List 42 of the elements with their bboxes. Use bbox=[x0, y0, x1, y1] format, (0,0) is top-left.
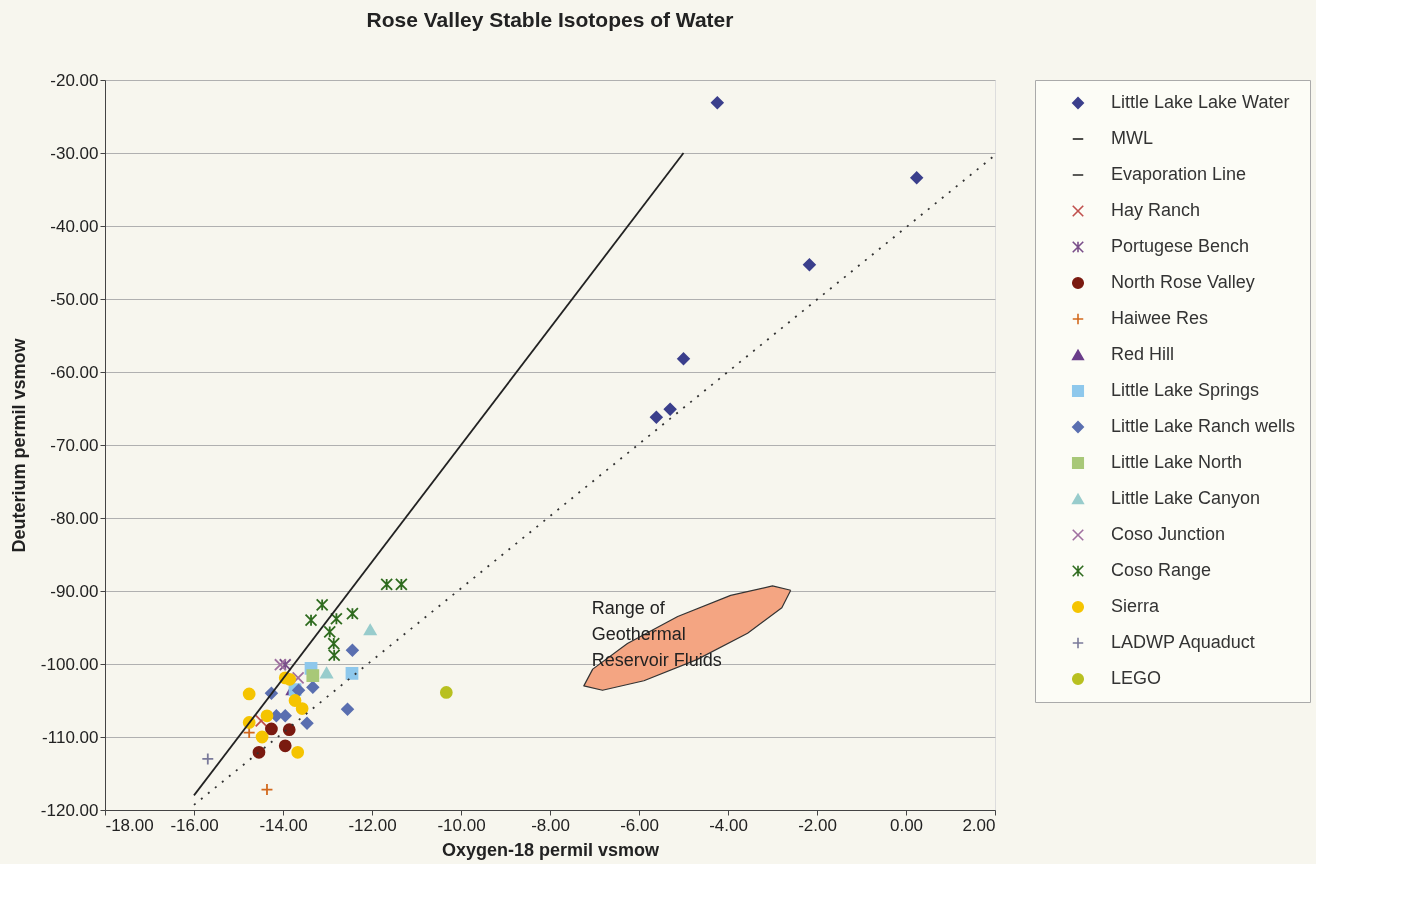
legend-label: Portugese Bench bbox=[1111, 236, 1250, 256]
legend-label: MWL bbox=[1111, 128, 1153, 148]
y-tick-label: -80.00 bbox=[50, 508, 99, 528]
x-axis-title: Oxygen-18 permil vsmow bbox=[441, 839, 661, 860]
x-tick-label: -2.00 bbox=[798, 815, 837, 835]
y-tick-label: -100.00 bbox=[40, 654, 99, 674]
y-tick-label: -50.00 bbox=[50, 289, 99, 309]
y-tick-label: -110.00 bbox=[42, 727, 99, 747]
legend-label: Little Lake Lake Water bbox=[1111, 92, 1290, 112]
chart-title: Rose Valley Stable Isotopes of Water bbox=[366, 8, 734, 31]
y-tick-label: -20.00 bbox=[50, 70, 99, 90]
x-tick-label: -8.00 bbox=[531, 815, 570, 835]
legend-label: Sierra bbox=[1111, 596, 1160, 616]
x-tick-label: 2.00 bbox=[962, 815, 996, 835]
y-tick-label: -40.00 bbox=[50, 216, 99, 236]
legend-label: Little Lake Ranch wells bbox=[1111, 416, 1296, 436]
x-tick-label: -18.00 bbox=[105, 815, 154, 835]
legend-label: North Rose Valley bbox=[1111, 272, 1255, 292]
y-tick-label: -90.00 bbox=[50, 581, 99, 601]
legend-label: Evaporation Line bbox=[1111, 164, 1247, 184]
y-tick-label: -70.00 bbox=[50, 435, 99, 455]
x-tick-label: -16.00 bbox=[170, 815, 219, 835]
y-tick-label: -120.00 bbox=[40, 800, 99, 820]
y-axis-title: Deuterium permil vsmow bbox=[8, 337, 29, 553]
legend-label: Coso Range bbox=[1111, 560, 1212, 580]
y-tick-label: -30.00 bbox=[50, 143, 99, 163]
legend-label: Little Lake Canyon bbox=[1111, 488, 1261, 508]
legend-label: Hay Ranch bbox=[1111, 200, 1201, 220]
legend-label: Coso Junction bbox=[1111, 524, 1226, 544]
legend-label: LEGO bbox=[1111, 668, 1162, 688]
x-tick-label: -14.00 bbox=[259, 815, 308, 835]
legend-label: Haiwee Res bbox=[1111, 308, 1209, 328]
x-tick-label: -10.00 bbox=[437, 815, 486, 835]
x-tick-label: 0.00 bbox=[889, 815, 924, 835]
x-tick-label: -4.00 bbox=[709, 815, 748, 835]
x-tick-label: -12.00 bbox=[348, 815, 397, 835]
legend-label: Red Hill bbox=[1111, 344, 1175, 364]
x-tick-label: -6.00 bbox=[620, 815, 659, 835]
y-tick-label: -60.00 bbox=[50, 362, 99, 382]
legend-label: Little Lake North bbox=[1111, 452, 1243, 472]
legend-label: Little Lake Springs bbox=[1111, 380, 1260, 400]
legend-label: LADWP Aquaduct bbox=[1111, 632, 1255, 652]
